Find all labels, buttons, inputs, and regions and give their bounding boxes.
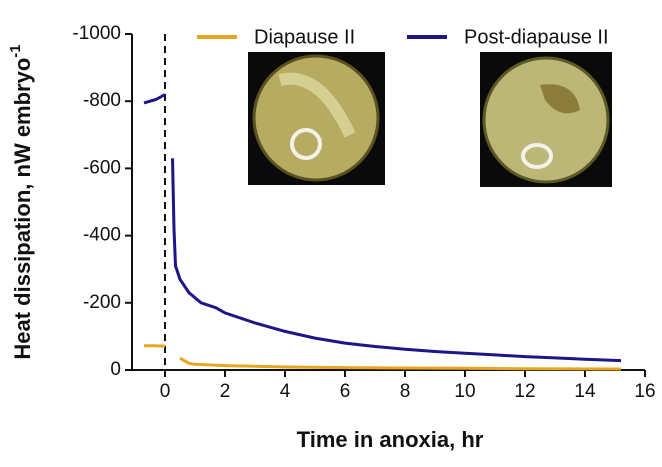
- y-tick-label: -1000: [72, 23, 121, 44]
- embryo-photo: [248, 52, 385, 185]
- y-tick-label: -800: [83, 90, 121, 111]
- x-axis-label: Time in anoxia, hr: [297, 427, 484, 452]
- x-tick-label: 14: [574, 381, 596, 402]
- y-axis-label-superscript: -1: [7, 44, 24, 57]
- legend-label: Diapause II: [254, 26, 355, 48]
- x-tick-label: 2: [220, 381, 231, 402]
- y-tick-label: -400: [83, 225, 121, 246]
- y-tick-label: -600: [83, 157, 121, 178]
- y-tick-label: -200: [83, 292, 121, 313]
- x-tick-label: 16: [634, 381, 655, 402]
- x-tick-label: 0: [160, 381, 171, 402]
- x-tick-label: 12: [514, 381, 535, 402]
- x-tick-label: 10: [454, 381, 475, 402]
- series-line: [144, 344, 622, 371]
- y-tick-label: 0: [110, 359, 121, 380]
- x-tick-label: 6: [340, 381, 351, 402]
- legend-label: Post-diapause II: [464, 26, 609, 48]
- y-axis-label-text: Heat dissipation, nW embryo: [10, 58, 35, 360]
- series-line: [143, 93, 622, 363]
- x-tick-label: 8: [400, 381, 411, 402]
- x-tick-label: 4: [280, 381, 291, 402]
- y-axis-label: Heat dissipation, nW embryo-1: [7, 44, 35, 359]
- embryo-photo: [480, 52, 612, 187]
